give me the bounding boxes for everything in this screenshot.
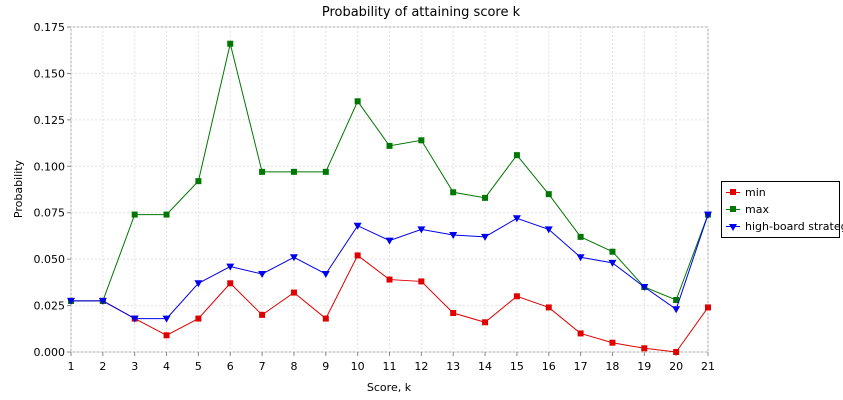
data-point-max	[131, 211, 138, 218]
y-tick-label: 0.150	[34, 67, 66, 80]
data-point-max	[259, 168, 266, 175]
data-point-min	[450, 310, 457, 316]
x-axis-label: Score, k	[367, 381, 412, 394]
data-point-max	[545, 191, 552, 198]
data-point-min	[609, 339, 616, 346]
x-tick-label: 13	[446, 360, 460, 373]
data-point-max	[482, 194, 489, 201]
data-point-min	[259, 311, 266, 318]
y-tick-label: 0.025	[34, 300, 66, 313]
data-point-high-board-strategy	[512, 215, 521, 223]
data-point-min	[195, 315, 202, 322]
data-point-high-board-strategy	[130, 315, 139, 323]
y-tick-label: 0.125	[34, 114, 66, 127]
x-tick-label: 18	[605, 360, 619, 373]
data-point-high-board-strategy	[353, 222, 362, 230]
x-tick-label: 9	[322, 360, 329, 373]
data-point-max	[227, 40, 234, 47]
x-tick-label: 14	[478, 360, 492, 373]
y-tick-label: 0.050	[34, 253, 66, 266]
data-point-min	[354, 252, 361, 259]
legend-swatch-triangle-icon	[729, 224, 737, 231]
data-point-min	[386, 276, 393, 283]
x-tick-label: 19	[637, 360, 651, 373]
data-point-max	[418, 137, 425, 144]
y-axis-label: Probability	[12, 159, 25, 218]
data-point-high-board-strategy	[481, 233, 490, 241]
chart-title: Probability of attaining score k	[322, 5, 521, 20]
x-tick-label: 4	[163, 360, 170, 373]
data-point-max	[673, 297, 680, 303]
data-point-high-board-strategy	[385, 237, 394, 245]
data-point-min	[227, 280, 234, 287]
data-point-max	[577, 233, 584, 240]
data-point-min	[545, 304, 552, 311]
data-point-high-board-strategy	[672, 306, 681, 314]
x-tick-label: 7	[259, 360, 266, 373]
y-tick-label: 0.000	[34, 346, 66, 359]
x-tick-label: 17	[574, 360, 588, 373]
data-point-max	[163, 211, 170, 218]
data-point-min	[673, 349, 680, 355]
data-point-min	[641, 345, 648, 352]
data-point-high-board-strategy	[417, 226, 426, 234]
x-tick-label: 11	[383, 360, 397, 373]
data-point-min	[290, 289, 297, 296]
data-point-min	[577, 330, 584, 337]
data-point-high-board-strategy	[640, 284, 649, 291]
legend: min max high-board strategy	[721, 181, 843, 238]
data-point-high-board-strategy	[449, 232, 458, 239]
x-tick-label: 21	[701, 360, 715, 373]
data-point-high-board-strategy	[226, 263, 235, 271]
x-tick-label: 10	[351, 360, 365, 373]
series-layer	[67, 40, 712, 355]
data-point-max	[513, 152, 520, 159]
data-point-min	[482, 319, 489, 326]
data-point-high-board-strategy	[67, 297, 75, 305]
data-point-min	[705, 304, 711, 311]
data-point-high-board-strategy	[162, 315, 171, 323]
data-point-high-board-strategy	[576, 254, 585, 262]
legend-swatch-square-icon	[730, 189, 736, 195]
data-point-high-board-strategy	[289, 254, 298, 262]
data-point-max	[354, 98, 361, 105]
data-point-high-board-strategy	[704, 211, 712, 219]
legend-label: high-board strategy	[745, 220, 843, 233]
data-point-high-board-strategy	[544, 226, 553, 234]
plot-area	[70, 26, 709, 353]
data-point-max	[290, 168, 297, 175]
x-tick-label: 16	[542, 360, 556, 373]
legend-label: max	[745, 203, 769, 216]
data-point-high-board-strategy	[194, 280, 203, 288]
data-point-min	[418, 278, 425, 285]
x-tick-label: 12	[414, 360, 428, 373]
x-tick-label: 20	[669, 360, 683, 373]
y-tick-label: 0.175	[34, 21, 66, 34]
x-tick-label: 3	[131, 360, 138, 373]
data-point-high-board-strategy	[98, 297, 107, 305]
legend-swatch-square-icon	[730, 206, 736, 212]
data-point-max	[450, 189, 457, 196]
x-tick-label: 5	[195, 360, 202, 373]
data-point-min	[163, 332, 170, 339]
x-tick-label: 6	[227, 360, 234, 373]
data-point-high-board-strategy	[608, 259, 617, 267]
data-point-high-board-strategy	[258, 271, 267, 278]
y-tick-label: 0.075	[34, 207, 66, 220]
axes: 0.000 0.025 0.050 0.075 0.100 0.125 0.150 0.175…	[34, 21, 716, 373]
data-point-high-board-strategy	[321, 271, 330, 278]
x-tick-label: 15	[510, 360, 524, 373]
data-point-max	[322, 168, 329, 175]
y-tick-label: 0.100	[34, 160, 66, 173]
data-point-min	[322, 315, 329, 322]
x-tick-label: 2	[99, 360, 106, 373]
data-point-max	[609, 248, 616, 255]
data-point-min	[513, 293, 520, 300]
data-point-max	[195, 178, 202, 185]
legend-label: min	[745, 186, 766, 199]
data-point-max	[386, 142, 393, 149]
x-tick-label: 1	[68, 360, 75, 373]
x-tick-label: 8	[290, 360, 297, 373]
